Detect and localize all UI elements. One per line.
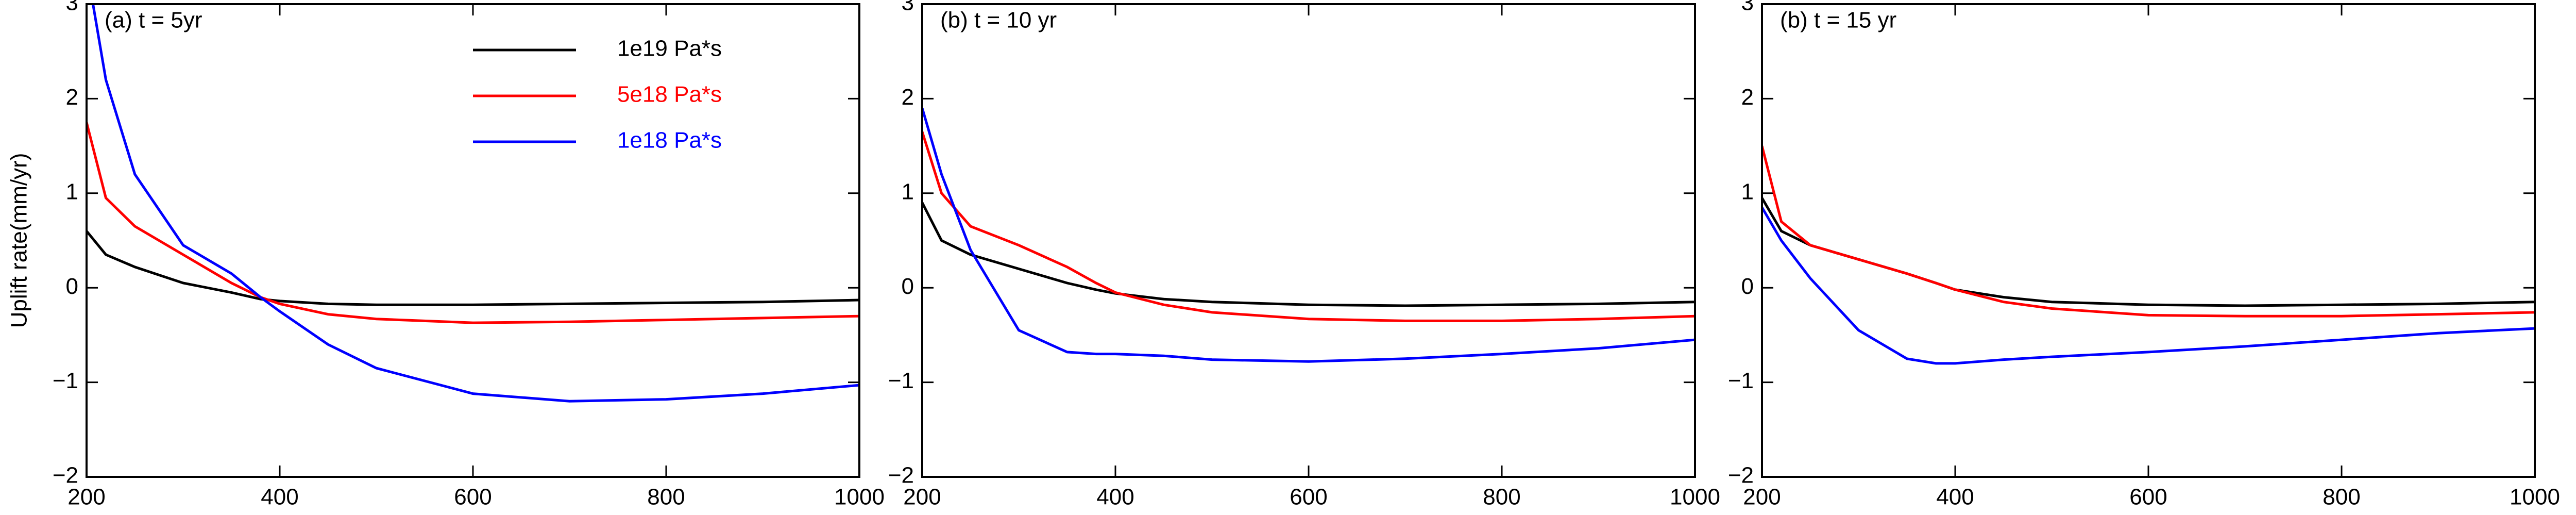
y-tick-label: 3 xyxy=(66,0,78,15)
series-line xyxy=(922,202,1695,307)
y-tick-label: 1 xyxy=(1741,179,1754,204)
plot-frame xyxy=(1761,3,2536,478)
y-tick-label: −1 xyxy=(888,368,914,393)
x-tick-label: 200 xyxy=(67,485,105,510)
x-tick-label: 800 xyxy=(2323,485,2360,510)
legend-label: 5e18 Pa*s xyxy=(617,82,722,107)
x-tick-label: 1000 xyxy=(2510,485,2560,510)
y-tick-label: 0 xyxy=(1741,274,1754,299)
series-line xyxy=(1762,145,2535,318)
plot-frame xyxy=(86,3,860,478)
x-tick-label: 800 xyxy=(647,485,685,510)
legend-label: 1e18 Pa*s xyxy=(617,128,722,153)
y-tick-label: 0 xyxy=(902,274,914,299)
series-line xyxy=(922,131,1695,322)
series-line xyxy=(1762,207,2535,365)
legend-label: 1e19 Pa*s xyxy=(617,36,722,61)
x-tick-label: 400 xyxy=(1936,485,1974,510)
x-tick-label: 600 xyxy=(2129,485,2167,510)
series-line xyxy=(922,107,1695,363)
series-line xyxy=(1762,197,2535,307)
y-tick-label: 1 xyxy=(902,179,914,204)
y-tick-label: −1 xyxy=(53,368,78,393)
y-tick-label: 3 xyxy=(1741,0,1754,15)
series-line xyxy=(91,4,859,403)
panel-title: (a) t = 5yr xyxy=(105,8,202,33)
x-tick-label: 1000 xyxy=(1670,485,1720,510)
y-tick-label: −2 xyxy=(1728,463,1754,488)
series-line xyxy=(87,122,859,324)
y-tick-label: 2 xyxy=(1741,85,1754,110)
y-tick-label: −2 xyxy=(53,463,78,488)
panel-title: (b) t = 15 yr xyxy=(1780,8,1896,33)
y-tick-label: 0 xyxy=(66,274,78,299)
x-tick-label: 600 xyxy=(454,485,492,510)
x-tick-label: 200 xyxy=(1743,485,1781,510)
panel-title: (b) t = 10 yr xyxy=(940,8,1057,33)
y-tick-label: −2 xyxy=(888,463,914,488)
y-tick-label: 1 xyxy=(66,179,78,204)
series-line xyxy=(87,230,859,306)
y-axis-label: Uplift rate(mm/yr) xyxy=(7,153,32,328)
plot-frame xyxy=(921,3,1696,478)
y-tick-label: 2 xyxy=(66,85,78,110)
x-tick-label: 1000 xyxy=(834,485,885,510)
y-tick-label: 2 xyxy=(902,85,914,110)
x-tick-label: 600 xyxy=(1290,485,1327,510)
y-tick-label: 3 xyxy=(902,0,914,15)
y-tick-label: −1 xyxy=(1728,368,1754,393)
x-tick-label: 400 xyxy=(261,485,298,510)
x-tick-label: 800 xyxy=(1483,485,1520,510)
x-tick-label: 400 xyxy=(1096,485,1134,510)
x-tick-label: 200 xyxy=(903,485,941,510)
